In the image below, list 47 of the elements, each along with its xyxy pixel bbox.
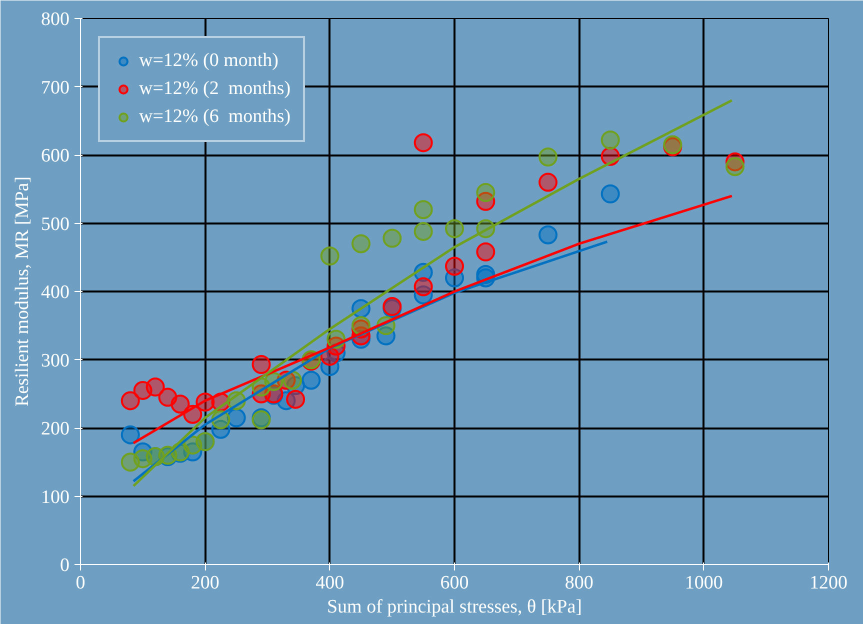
- y-tick-label: 600: [41, 146, 70, 166]
- point: [120, 391, 140, 410]
- y-tick-label: 300: [41, 350, 70, 372]
- point: [352, 234, 370, 254]
- x-tick-label: 1200: [810, 572, 848, 594]
- y-tick-label: 200: [41, 418, 70, 440]
- point: [538, 225, 558, 244]
- point: [538, 172, 558, 192]
- legend-label: w=12% (0 month): [139, 50, 278, 72]
- y-axis-title: Resilient modulus, MR [MPa]: [12, 176, 33, 407]
- point: [414, 277, 433, 296]
- point: [120, 425, 140, 444]
- point: [282, 370, 302, 390]
- legend-label: w=12% (2 months): [139, 78, 291, 100]
- x-tick-label: 800: [564, 572, 594, 594]
- x-tick-label: 400: [316, 572, 344, 594]
- point: [600, 130, 620, 150]
- y-tick-label: 700: [41, 77, 70, 98]
- point: [320, 246, 340, 266]
- line-series: [132, 99, 734, 488]
- point: [252, 355, 271, 374]
- y-tick-label: 0: [60, 555, 70, 576]
- point: [286, 390, 306, 409]
- x-tick-label: 1000: [684, 572, 723, 594]
- point: [726, 157, 744, 176]
- point: [445, 219, 464, 238]
- point: [146, 378, 165, 397]
- y-tick-label: 100: [41, 486, 70, 508]
- x-tick-label: 600: [440, 572, 469, 594]
- x-tick-label: 0: [76, 572, 86, 594]
- point: [382, 228, 402, 248]
- point: [414, 133, 433, 152]
- x-tick-label: 200: [190, 572, 220, 594]
- point: [476, 242, 496, 262]
- legend-label: w=12% (6 months): [139, 106, 291, 128]
- point: [414, 200, 433, 220]
- point: [476, 183, 496, 202]
- y-tick-label: 400: [41, 282, 70, 303]
- x-axis-title: Sum of principal stresses, θ [kPa]: [326, 596, 582, 618]
- point: [445, 256, 464, 276]
- point: [414, 222, 433, 241]
- y-tick-label: 500: [41, 214, 70, 235]
- point: [538, 148, 558, 167]
- y-tick-label: 800: [41, 9, 70, 30]
- point: [302, 370, 321, 390]
- point: [600, 184, 620, 204]
- point: [170, 394, 190, 414]
